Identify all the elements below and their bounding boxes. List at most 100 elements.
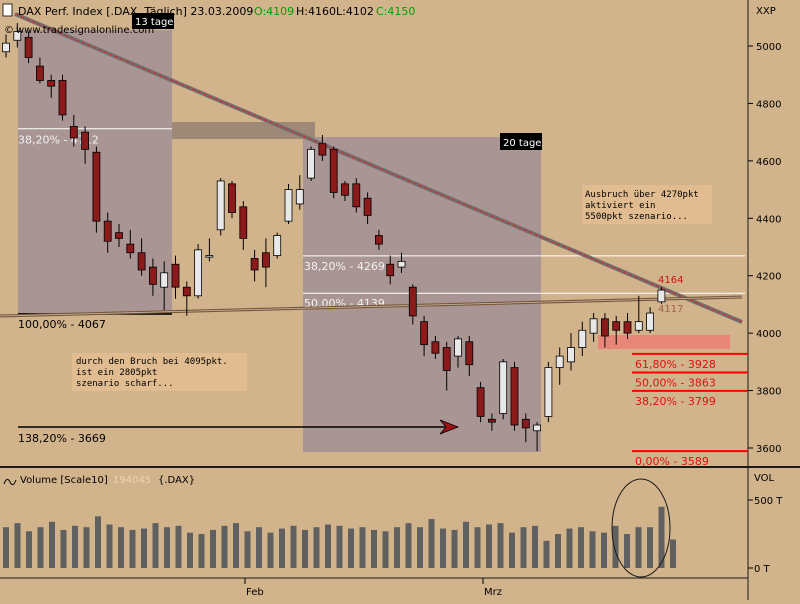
volume-highlight-ellipse — [611, 478, 671, 578]
volume-bar-17 — [198, 534, 205, 568]
volume-bar-41 — [474, 527, 481, 568]
candle-body-16 — [182, 286, 191, 297]
candle-body-4 — [47, 80, 56, 87]
candle-body-51 — [578, 329, 587, 348]
volume-bar-35 — [405, 523, 412, 568]
candle-body-8 — [92, 151, 101, 222]
arrow-head — [439, 419, 460, 435]
y-tick-label-4200: 4200 — [756, 272, 781, 283]
volume-bar-13 — [152, 523, 159, 568]
note-breakout-box — [582, 185, 712, 224]
volume-bar-0 — [3, 527, 9, 568]
candle-body-33 — [374, 235, 383, 245]
panel-divider — [0, 466, 800, 468]
volume-bar-38 — [440, 528, 446, 568]
volume-bar-43 — [497, 523, 504, 568]
note-breakout-line-3: 5500pkt szenario... — [585, 212, 688, 222]
volume-bar-1 — [14, 523, 21, 568]
candle-body-23 — [261, 252, 270, 268]
axis-unit-label: XXP — [756, 6, 776, 17]
volume-bar-28 — [325, 524, 331, 568]
volume-bar-2 — [26, 531, 32, 568]
candle-body-22 — [250, 258, 259, 271]
volume-bar-14 — [164, 527, 170, 568]
volume-bar-57 — [658, 506, 665, 568]
volume-layer: 500 T 0 T — [3, 496, 783, 575]
vol-tick-label-0: 0 T — [754, 564, 771, 575]
candle-body-34 — [386, 263, 395, 277]
volume-bar-56 — [647, 527, 653, 568]
box-20-tage — [500, 133, 542, 150]
candle-body-18 — [205, 255, 214, 258]
volume-bar-46 — [532, 525, 538, 568]
volume-bar-21 — [244, 531, 251, 568]
note-bruch-line-1: durch den Bruch bei 4095pkt. — [76, 357, 228, 367]
candle-body-58 — [657, 289, 666, 303]
price-axis: 3600 3800 4000 4200 4400 4600 4800 5000 — [748, 42, 781, 455]
candle-body-5 — [58, 80, 67, 116]
volume-bar-9 — [106, 524, 113, 568]
volume-bar-51 — [589, 531, 596, 568]
header-open: O:4109 — [254, 5, 294, 18]
y-tick-label-4800: 4800 — [756, 99, 781, 110]
candle-body-53 — [601, 318, 609, 337]
candle-body-44 — [499, 361, 508, 414]
volume-wave-icon — [3, 478, 17, 486]
volume-bar-24 — [279, 528, 285, 568]
volume-bar-48 — [555, 534, 561, 568]
candle-body-46 — [521, 418, 530, 429]
volume-bar-32 — [371, 529, 377, 568]
note-bruch-line-3: szenario scharf... — [76, 379, 174, 389]
candle-body-28 — [318, 143, 327, 156]
volume-title: Volume [Scale10] — [20, 475, 108, 486]
volume-bar-45 — [520, 527, 527, 568]
volume-bar-5 — [60, 529, 67, 568]
red-zone — [598, 335, 730, 349]
candle-body-10 — [115, 232, 123, 239]
volume-bar-6 — [72, 525, 78, 568]
trendline-layer — [0, 12, 743, 324]
candle-body-45 — [510, 367, 519, 426]
candle-body-25 — [284, 189, 293, 222]
vol-tick-label-500: 500 T — [754, 496, 783, 507]
candle-body-19 — [216, 180, 225, 231]
volume-bar-8 — [95, 516, 101, 568]
volume-bar-58 — [670, 539, 676, 568]
candle-body-47 — [533, 424, 541, 432]
fib-right-label-1: 50,00% - 3863 — [635, 376, 716, 389]
candle-body-31 — [352, 183, 361, 208]
candle-body-54 — [612, 321, 621, 331]
candle-body-7 — [81, 131, 89, 150]
candle-body-15 — [171, 263, 180, 288]
candle-body-49 — [555, 355, 564, 369]
volume-bar-15 — [175, 525, 182, 568]
y-tick-label-4600: 4600 — [756, 157, 781, 168]
candle-body-0 — [2, 42, 10, 53]
volume-bar-4 — [49, 521, 55, 568]
support-line-highlight — [0, 296, 743, 317]
volume-bar-3 — [37, 527, 44, 568]
volume-bar-34 — [394, 527, 400, 568]
candle-body-55 — [623, 321, 632, 334]
candle-body-50 — [567, 347, 575, 363]
candle-body-20 — [228, 183, 236, 213]
candle-body-38 — [431, 341, 440, 354]
price-4117-label: 4117 — [658, 304, 683, 315]
fib-right-label-2: 38,20% - 3799 — [635, 395, 716, 408]
volume-bar-33 — [382, 531, 389, 568]
volume-bar-11 — [129, 529, 136, 568]
candle-body-26 — [295, 189, 304, 205]
header-close: C:4150 — [376, 5, 415, 18]
candle-body-30 — [341, 183, 349, 196]
y-tick-label-4000: 4000 — [756, 329, 781, 340]
candle-body-37 — [420, 321, 429, 346]
note-breakout-line-1: Ausbruch über 4270pkt — [585, 190, 699, 200]
volume-value: 194045 — [113, 475, 151, 486]
volume-bar-12 — [141, 528, 147, 568]
fib-left-label-1: 100,00% - 4067 — [18, 318, 106, 331]
y-tick-label-3600: 3600 — [756, 444, 781, 455]
volume-symbol: {.DAX} — [158, 475, 195, 486]
candle-body-27 — [307, 148, 316, 179]
y-tick-label-5000: 5000 — [756, 42, 781, 53]
volume-bar-37 — [428, 519, 435, 568]
